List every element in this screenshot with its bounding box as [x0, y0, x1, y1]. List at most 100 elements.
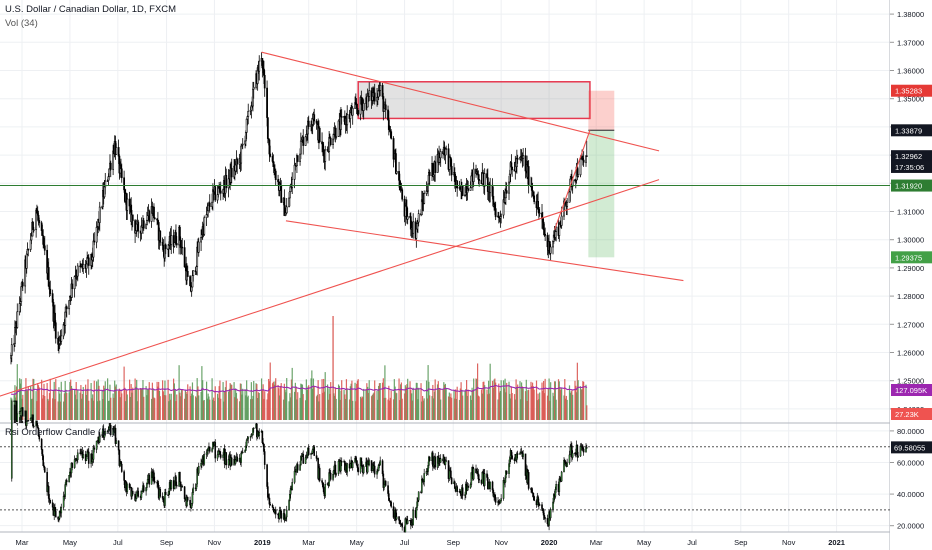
volume-bar — [504, 378, 506, 420]
candle-body — [423, 193, 426, 204]
channel-upper-line[interactable] — [261, 51, 660, 152]
candle-body — [511, 166, 514, 170]
rsi-candle-body — [563, 460, 566, 463]
volume-bar — [389, 400, 391, 420]
volume-bar — [436, 384, 439, 420]
volume-bar — [579, 386, 582, 420]
volume-bar — [135, 386, 137, 420]
volume-bar — [563, 395, 565, 420]
rsi-candle-body — [472, 468, 475, 480]
volume-bar — [414, 389, 417, 420]
volume-bar — [440, 399, 442, 420]
volume-bar — [118, 388, 120, 420]
axes: 1.380001.370001.360001.350001.340001.330… — [16, 0, 932, 550]
price-axis-label: 1.37000 — [897, 38, 924, 47]
candle-body — [16, 311, 19, 328]
rsi-candle-body — [211, 448, 213, 452]
rsi-candle-body — [38, 435, 41, 440]
drawing-lines[interactable] — [0, 51, 890, 401]
candle-body — [266, 117, 269, 139]
volume-bar — [411, 393, 413, 420]
volume-bar — [307, 386, 309, 420]
volume-bar — [44, 396, 46, 420]
candle-body — [537, 201, 539, 210]
rsi-candle-body — [137, 490, 140, 497]
volume-bar — [575, 385, 577, 420]
volume-bar — [120, 389, 122, 420]
rsi-candle-body — [489, 481, 491, 489]
rsi-candle-body — [302, 453, 305, 464]
volume-bar — [434, 379, 436, 420]
volume-bar — [511, 392, 513, 420]
rsi-candle-body — [445, 460, 447, 462]
volume-bar — [506, 382, 508, 420]
volume-bars — [10, 316, 588, 420]
candle-body — [328, 137, 331, 152]
volume-bar — [167, 379, 169, 420]
volume-bar — [140, 389, 142, 420]
rsi-candle-body — [321, 480, 323, 483]
volume-bar — [521, 386, 523, 420]
rsi-candle-body — [324, 484, 327, 497]
volume-tag: 27.23K — [895, 410, 919, 419]
rsi-candle-body — [543, 515, 546, 518]
price-tag-bg — [891, 150, 932, 163]
volume-bar — [147, 389, 150, 420]
rsi-candle-body — [262, 442, 264, 445]
volume-bar — [516, 386, 518, 420]
rsi-candle-body — [469, 484, 472, 488]
volume-bar — [520, 382, 523, 420]
price-tag: 1.31920 — [895, 182, 922, 191]
rsi-candle-body — [467, 485, 469, 488]
rsi-candle-body — [555, 484, 557, 490]
projection-line[interactable] — [554, 130, 591, 231]
volume-bar — [547, 388, 549, 420]
volume-bar — [467, 389, 469, 420]
volume-bar — [313, 386, 315, 420]
rsi-candle-body — [311, 449, 314, 454]
rsi-candle-body — [191, 492, 194, 504]
volume-bar — [55, 379, 57, 420]
price-axis-label: 1.36000 — [897, 67, 924, 76]
volume-bar — [568, 385, 571, 420]
drawing-zones[interactable] — [357, 81, 615, 258]
volume-bar — [470, 399, 472, 420]
time-axis-label: Jul — [687, 538, 697, 547]
volume-bar — [52, 390, 55, 420]
rsi-candle-body — [307, 447, 310, 455]
supply-zone-rect[interactable] — [357, 81, 591, 120]
rsi-candle-body — [159, 488, 162, 497]
volume-bar — [326, 384, 329, 420]
rising-trendline[interactable] — [0, 179, 660, 401]
time-axis-label: Sep — [447, 538, 460, 547]
volume-bar — [286, 378, 288, 420]
volume-ma-line — [10, 384, 588, 395]
volume-bar — [181, 389, 183, 420]
price-tag: 1.35283 — [895, 87, 922, 96]
volume-bar — [400, 382, 403, 420]
price-axis-label: 1.26000 — [897, 349, 924, 358]
volume-bar — [148, 382, 150, 420]
candle-body — [131, 214, 134, 221]
rsi-candle-body — [450, 470, 452, 478]
rsi-candle-body — [87, 451, 90, 464]
stop-loss-zone[interactable] — [588, 90, 615, 131]
take-profit-zone[interactable] — [588, 130, 615, 258]
rsi-candle-body — [47, 486, 50, 499]
volume-bar — [229, 383, 231, 420]
candle-body — [299, 140, 302, 155]
channel-lower-line[interactable] — [285, 220, 684, 282]
volume-tag-bg — [891, 384, 932, 396]
rsi-candle-body — [300, 456, 302, 465]
price-axis-label: 1.27000 — [897, 320, 924, 329]
candle-body — [395, 171, 398, 174]
volume-bar — [332, 316, 334, 420]
candle-body — [285, 206, 288, 214]
rsi-candle-body — [340, 461, 343, 463]
candle-body — [164, 244, 167, 250]
volume-bar — [432, 384, 434, 420]
volume-bar — [146, 395, 148, 420]
candle-body — [148, 210, 151, 222]
volume-bar — [104, 381, 106, 420]
